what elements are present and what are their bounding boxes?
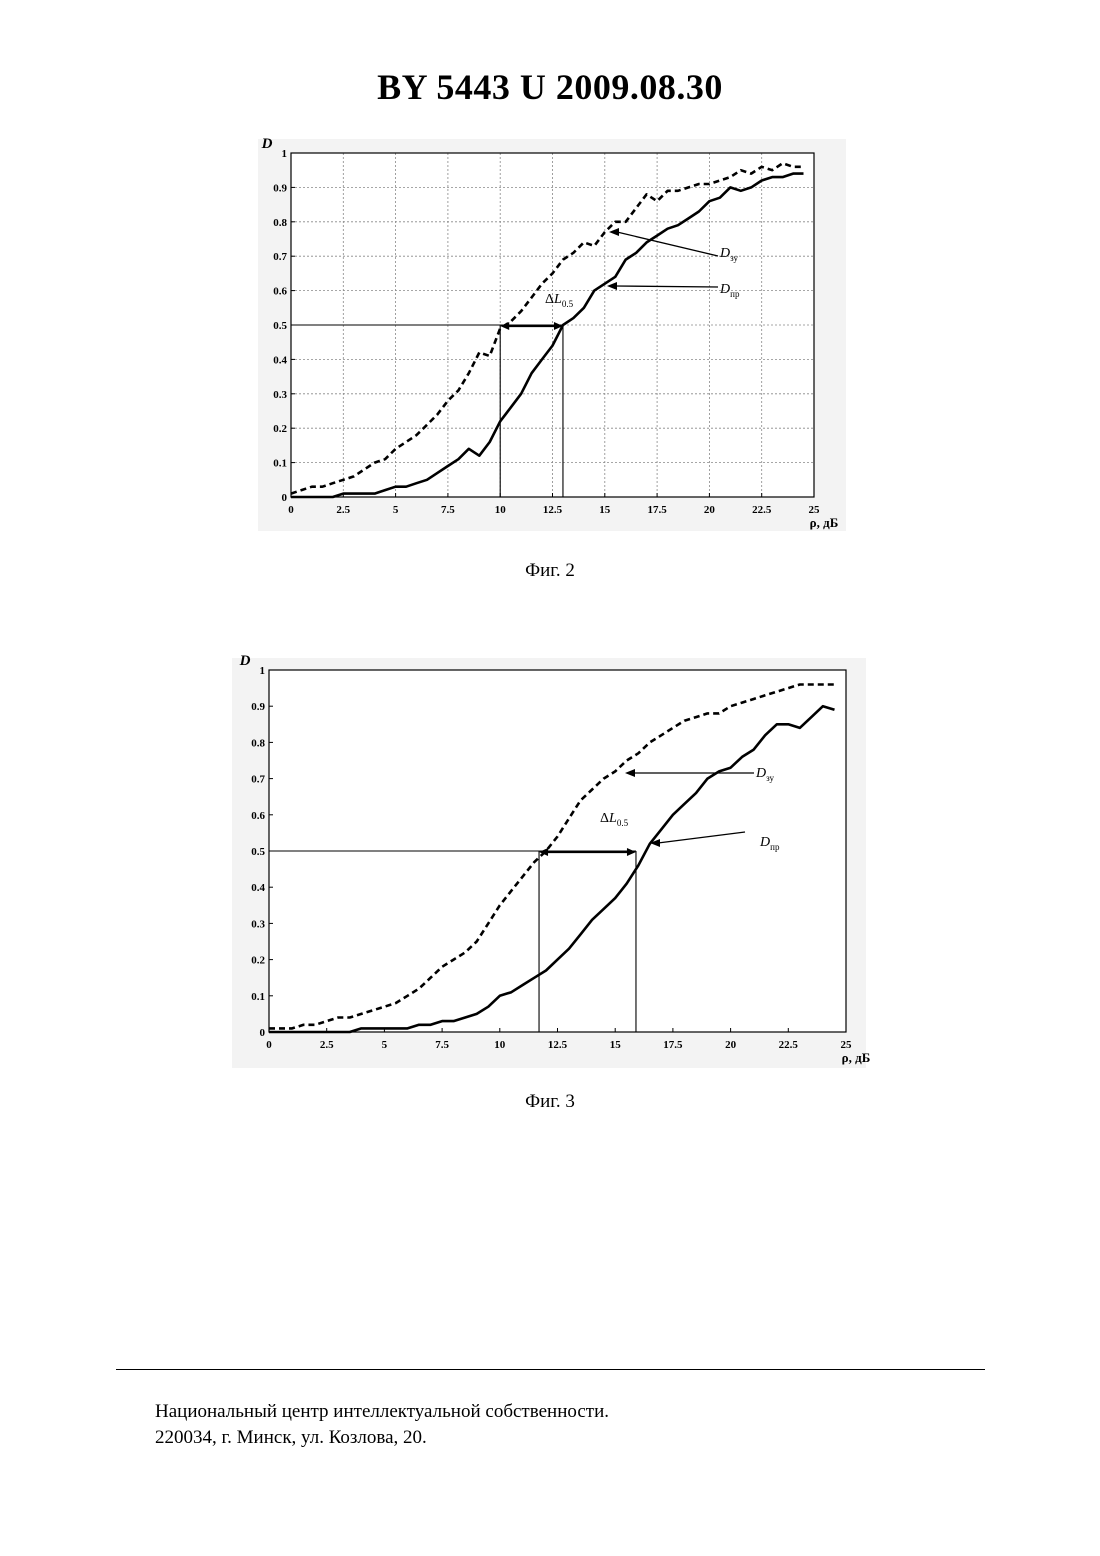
- page-title: BY 5443 U 2009.08.30: [0, 66, 1100, 108]
- y-tick-label: 0.8: [273, 217, 287, 229]
- footer-divider: [116, 1369, 985, 1370]
- x-tick-label: 2.5: [336, 504, 350, 516]
- footer-line-2: 220034, г. Минск, ул. Козлова, 20.: [155, 1427, 427, 1449]
- y-tick-label: 0: [260, 1027, 266, 1039]
- y-tick-label: 0.7: [273, 251, 287, 263]
- x-tick-label: 15: [599, 504, 611, 516]
- x-tick-label: 20: [704, 504, 716, 516]
- x-tick-label: 17.5: [663, 1039, 683, 1051]
- y-tick-label: 0.2: [273, 423, 287, 435]
- y-tick-label: 0.6: [273, 286, 287, 298]
- x-tick-label: 10: [495, 504, 507, 516]
- y-tick-label: 0.8: [251, 737, 265, 749]
- x-tick-label: 10: [494, 1039, 506, 1051]
- x-tick-label: 0: [266, 1039, 272, 1051]
- y-tick-label: 0.5: [251, 846, 265, 858]
- y-tick-label: 1: [282, 148, 288, 160]
- y-tick-label: 0.7: [251, 774, 265, 786]
- figure-2-chart: 00.10.20.30.40.50.60.70.80.9102.557.5101…: [0, 125, 1100, 685]
- x-tick-label: 7.5: [435, 1039, 449, 1051]
- y-tick-label: 0.9: [251, 701, 265, 713]
- x-tick-label: 2.5: [320, 1039, 334, 1051]
- y-tick-label: 0.1: [273, 458, 287, 470]
- x-tick-label: 15: [610, 1039, 622, 1051]
- x-tick-label: 7.5: [441, 504, 455, 516]
- x-tick-label: 0: [288, 504, 294, 516]
- y-tick-label: 0.4: [273, 354, 287, 366]
- y-tick-label: 0.9: [273, 182, 287, 194]
- x-tick-label: 17.5: [647, 504, 667, 516]
- x-axis-label: ρ, дБ: [810, 515, 839, 530]
- x-tick-label: 12.5: [543, 504, 563, 516]
- figure-2-caption: Фиг. 2: [0, 560, 1100, 582]
- x-tick-label: 22.5: [752, 504, 772, 516]
- y-tick-label: 0: [282, 492, 288, 504]
- y-axis-label: D: [261, 136, 273, 152]
- x-tick-label: 5: [382, 1039, 388, 1051]
- x-tick-label: 22.5: [779, 1039, 799, 1051]
- y-tick-label: 0.4: [251, 882, 265, 894]
- y-tick-label: 0.3: [273, 389, 287, 401]
- x-tick-label: 20: [725, 1039, 737, 1051]
- x-tick-label: 5: [393, 504, 399, 516]
- y-axis-label: D: [239, 653, 251, 669]
- footer-line-1: Национальный центр интеллектуальной собс…: [155, 1401, 609, 1423]
- x-tick-label: 12.5: [548, 1039, 568, 1051]
- y-tick-label: 0.5: [273, 320, 287, 332]
- y-tick-label: 0.3: [251, 918, 265, 930]
- x-axis-label: ρ, дБ: [842, 1050, 871, 1065]
- y-tick-label: 1: [260, 665, 266, 677]
- y-tick-label: 0.2: [251, 955, 265, 967]
- y-tick-label: 0.1: [251, 991, 265, 1003]
- figure-3-chart: 00.10.20.30.40.50.60.70.80.9102.557.5101…: [0, 650, 1100, 1120]
- y-tick-label: 0.6: [251, 810, 265, 822]
- figure-3-caption: Фиг. 3: [0, 1091, 1100, 1113]
